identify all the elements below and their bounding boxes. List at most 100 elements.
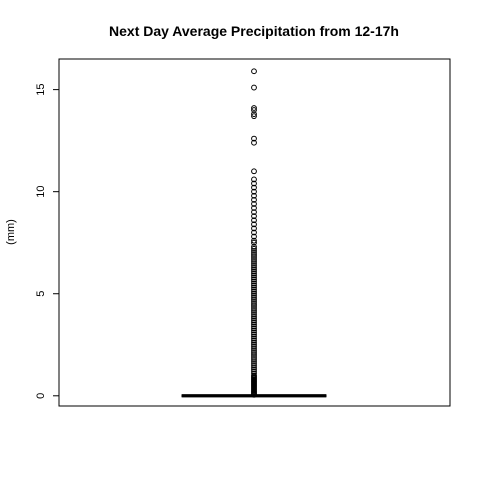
outlier-point xyxy=(251,135,257,142)
outlier-point xyxy=(251,341,257,348)
outlier-point xyxy=(251,209,257,215)
outlier-point xyxy=(251,311,257,318)
outlier-point xyxy=(251,233,257,240)
outlier-point xyxy=(251,370,257,377)
outlier-point xyxy=(251,354,257,360)
outlier-point xyxy=(251,286,257,293)
outlier-point xyxy=(251,266,257,273)
outlier-point xyxy=(251,327,257,334)
outlier-point xyxy=(251,339,257,346)
y-axis: 0 5 10 15 xyxy=(35,83,60,399)
outlier-point xyxy=(251,258,257,264)
outlier-point xyxy=(251,268,257,275)
outlier-point xyxy=(251,245,257,252)
y-tick-label: 0 xyxy=(35,393,47,399)
outlier-point xyxy=(251,180,257,187)
outlier-point xyxy=(251,252,257,258)
y-tick-label: 5 xyxy=(35,291,47,297)
outlier-point xyxy=(251,270,257,277)
outlier-point xyxy=(251,113,257,120)
outlier-point xyxy=(251,256,257,262)
outlier-point xyxy=(251,280,257,287)
outlier-point xyxy=(251,278,257,285)
outlier-point xyxy=(251,274,257,281)
outlier-point xyxy=(251,307,257,313)
outlier-point xyxy=(251,254,257,260)
outlier-point xyxy=(251,217,257,224)
outlier-point xyxy=(251,321,257,328)
outlier-points xyxy=(251,68,257,398)
outlier-point xyxy=(251,229,257,236)
outlier-point xyxy=(251,168,257,175)
outlier-point xyxy=(251,366,257,373)
box-iqr xyxy=(181,394,327,398)
outlier-point xyxy=(251,239,257,246)
outlier-point xyxy=(251,290,257,297)
outlier-point xyxy=(251,196,257,203)
outlier-point xyxy=(251,368,257,375)
outlier-point xyxy=(251,243,257,250)
outlier-point xyxy=(251,343,257,350)
outlier-point xyxy=(251,105,257,111)
outlier-point xyxy=(251,345,257,352)
outlier-point xyxy=(251,337,257,344)
outlier-point xyxy=(251,282,257,289)
boxplot xyxy=(181,394,327,398)
outlier-point xyxy=(251,292,257,299)
outlier-point xyxy=(251,347,257,354)
outlier-point xyxy=(251,362,257,369)
outlier-point xyxy=(251,107,257,113)
outlier-point xyxy=(251,221,257,228)
outlier-point xyxy=(251,111,257,118)
outlier-point xyxy=(251,313,257,320)
outlier-point xyxy=(251,250,257,256)
outlier-point xyxy=(251,299,257,305)
outlier-point xyxy=(251,372,257,379)
outlier-point xyxy=(251,201,257,207)
outlier-point xyxy=(251,350,257,356)
outlier-point xyxy=(251,296,257,303)
outlier-point xyxy=(251,317,257,324)
outlier-point xyxy=(251,333,257,340)
outlier-point xyxy=(251,262,257,269)
outlier-point xyxy=(251,184,257,191)
outlier-point xyxy=(251,331,257,338)
y-tick-label: 10 xyxy=(35,186,47,198)
outlier-point xyxy=(251,301,257,307)
outlier-point xyxy=(251,205,257,211)
outlier-point xyxy=(251,303,257,309)
outlier-point xyxy=(251,364,257,371)
outlier-point xyxy=(251,139,257,146)
outlier-point xyxy=(251,247,257,254)
outlier-point xyxy=(251,276,257,283)
y-axis-label: (mm) xyxy=(5,219,17,245)
outlier-point xyxy=(251,68,257,75)
outlier-point xyxy=(251,315,257,322)
y-tick-label: 15 xyxy=(35,83,47,95)
outlier-point xyxy=(251,319,257,326)
outlier-point xyxy=(251,309,257,316)
outlier-point xyxy=(251,176,257,183)
outlier-point xyxy=(251,325,257,332)
outlier-point xyxy=(251,288,257,295)
outlier-point xyxy=(251,294,257,301)
chart-title: Next Day Average Precipitation from 12-1… xyxy=(109,23,399,39)
outlier-point xyxy=(251,237,257,244)
outlier-point xyxy=(251,264,257,271)
outlier-point xyxy=(251,356,257,362)
outlier-point xyxy=(251,192,257,199)
outlier-point xyxy=(251,260,257,267)
outlier-point xyxy=(251,213,257,220)
outlier-point xyxy=(251,225,257,232)
outlier-point xyxy=(251,284,257,291)
outlier-point xyxy=(251,305,257,311)
outlier-point xyxy=(251,329,257,336)
outlier-point xyxy=(251,188,257,195)
outlier-point xyxy=(251,335,257,342)
outlier-point xyxy=(251,272,257,279)
outlier-point xyxy=(251,323,257,330)
outlier-point xyxy=(251,360,257,367)
outlier-point xyxy=(251,352,257,358)
